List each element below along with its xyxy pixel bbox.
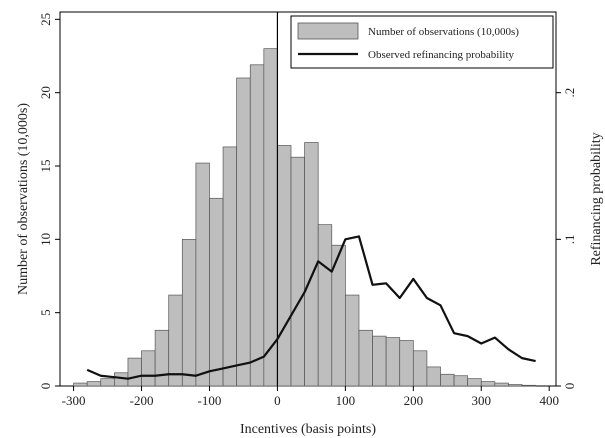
y-right-tick-label: 0 (562, 383, 577, 390)
histogram-bars (73, 48, 536, 387)
histogram-bar (290, 156, 305, 387)
x-tick-label: -300 (62, 393, 86, 408)
x-tick-label: 0 (274, 393, 281, 408)
histogram-bar (195, 162, 210, 387)
x-tick-label: -200 (130, 393, 154, 408)
y-left-tick-label: 25 (38, 13, 53, 26)
y-axis-left: 0 5 10 15 20 25 (38, 13, 60, 389)
refinancing-probability-line (86, 235, 536, 380)
histogram-bar (399, 340, 414, 387)
histogram-bar (168, 294, 183, 387)
histogram-bar (494, 382, 509, 387)
histogram-bar (440, 373, 455, 387)
x-tick-label: 200 (404, 393, 424, 408)
histogram-bar (100, 378, 115, 387)
legend-label-observations: Number of observations (10,000s) (368, 26, 519, 38)
histogram-bar (181, 238, 197, 387)
histogram-bar (508, 384, 523, 387)
histogram-bar (249, 64, 265, 387)
histogram-bar (263, 48, 278, 387)
histogram-bar (236, 77, 251, 387)
x-tick-label: 300 (472, 393, 492, 408)
y-axis-left-title: Number of observations (10,000s) (16, 103, 31, 295)
y-left-tick-label: 0 (38, 383, 53, 390)
histogram-bar (345, 294, 360, 387)
x-tick-label: -100 (198, 393, 222, 408)
x-axis-title: Incentives (basis points) (240, 422, 376, 437)
x-axis: -300 -200 -100 0 100 200 300 400 (62, 386, 559, 408)
histogram-bar (480, 381, 496, 387)
y-right-tick-label: .1 (562, 234, 577, 244)
histogram-bar (426, 366, 441, 387)
y-left-tick-label: 15 (38, 160, 53, 173)
legend: Number of observations (10,000s) Observe… (290, 15, 554, 69)
y-left-tick-label: 10 (38, 233, 53, 246)
histogram-bar (73, 382, 88, 387)
histogram-bar (521, 384, 536, 387)
histogram-bar (86, 381, 102, 387)
y-axis-right-title: Refinancing probability (589, 132, 604, 265)
y-left-tick-label: 20 (38, 86, 53, 99)
histogram-bar (277, 145, 292, 387)
y-axis-right: 0 .1 .2 (556, 88, 577, 389)
histogram-bar (141, 350, 156, 387)
histogram-bar (222, 146, 238, 387)
histogram-bar (372, 335, 387, 387)
histogram-bar (385, 337, 401, 387)
legend-label-refinancing: Observed refinancing probability (368, 49, 515, 61)
histogram-bar (412, 350, 428, 387)
histogram-bar (358, 329, 373, 387)
histogram-bar (453, 375, 469, 387)
histogram-bar (127, 357, 142, 387)
histogram-bar (154, 329, 170, 387)
histogram-bar (209, 197, 224, 387)
legend-bar-swatch (297, 22, 359, 40)
x-tick-label: 100 (336, 393, 356, 408)
y-left-tick-label: 5 (38, 309, 53, 316)
x-tick-label: 400 (539, 393, 559, 408)
y-right-tick-label: .2 (562, 88, 577, 98)
histogram-bar (467, 378, 482, 387)
histogram-bar (317, 224, 333, 387)
